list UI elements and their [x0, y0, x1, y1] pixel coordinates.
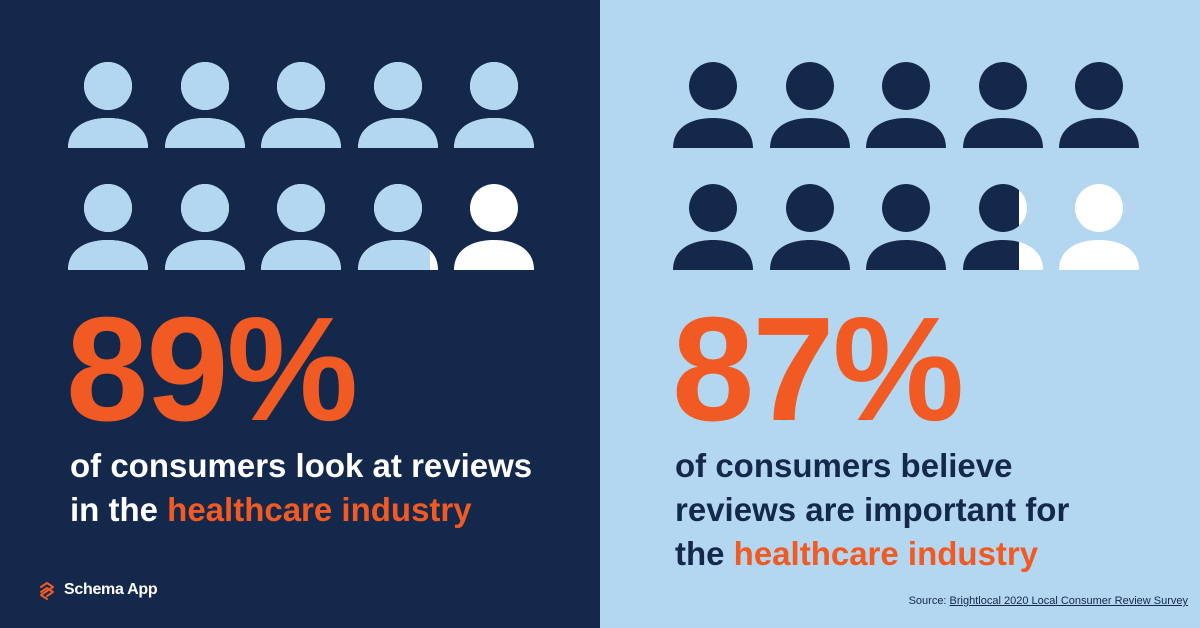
- person-icon: [769, 184, 850, 270]
- stat-value: 89%: [66, 287, 358, 452]
- person-icon: [1059, 62, 1139, 148]
- right-stat-panel: 87% of consumers believe reviews are imp…: [600, 0, 1200, 628]
- person-icon: [673, 62, 753, 148]
- source-prefix: Source:: [908, 595, 950, 607]
- stat-description-line: of consumers look at reviews: [70, 447, 533, 484]
- stat-description-highlight: healthcare industry: [733, 535, 1039, 572]
- person-icon: [962, 184, 1043, 270]
- person-icon: [962, 62, 1043, 148]
- stat-description-line: reviews are important for: [675, 491, 1070, 528]
- person-icon: [68, 184, 148, 270]
- person-icon: [68, 62, 148, 148]
- stat-value: 87%: [672, 287, 964, 452]
- stat-description-highlight: healthcare industry: [167, 491, 472, 528]
- stat-description: of consumers believe reviews are importa…: [675, 444, 1175, 576]
- stat-description-prefix: the: [675, 535, 734, 572]
- person-icon: [866, 62, 946, 148]
- stat-description-prefix: in the: [70, 491, 168, 528]
- person-icon: [164, 62, 245, 148]
- person-icon: [261, 62, 341, 148]
- person-icon: [454, 62, 534, 148]
- person-icon: [261, 184, 341, 270]
- person-icon: [769, 62, 850, 148]
- person-icon: [357, 62, 438, 148]
- person-icon: [357, 184, 438, 270]
- schema-app-logo-icon: [40, 582, 54, 600]
- brand-logo: Schema App: [38, 580, 158, 600]
- person-icon: [454, 184, 534, 270]
- stat-description: of consumers look at reviews in the heal…: [70, 444, 570, 532]
- source-link[interactable]: Brightlocal 2020 Local Consumer Review S…: [949, 595, 1188, 607]
- person-icon: [866, 184, 946, 270]
- person-icon: [1059, 184, 1139, 270]
- person-icon: [673, 184, 753, 270]
- brand-name: Schema App: [64, 581, 158, 598]
- source-citation: Source: Brightlocal 2020 Local Consumer …: [909, 595, 1188, 607]
- stat-description-line: of consumers believe: [675, 447, 1013, 484]
- person-icon: [164, 184, 245, 270]
- left-stat-panel: 89% of consumers look at reviews in the …: [0, 0, 600, 628]
